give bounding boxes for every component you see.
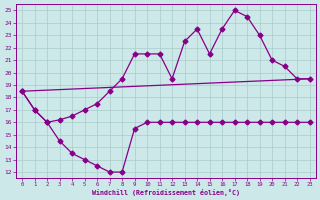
X-axis label: Windchill (Refroidissement éolien,°C): Windchill (Refroidissement éolien,°C) [92, 189, 240, 196]
